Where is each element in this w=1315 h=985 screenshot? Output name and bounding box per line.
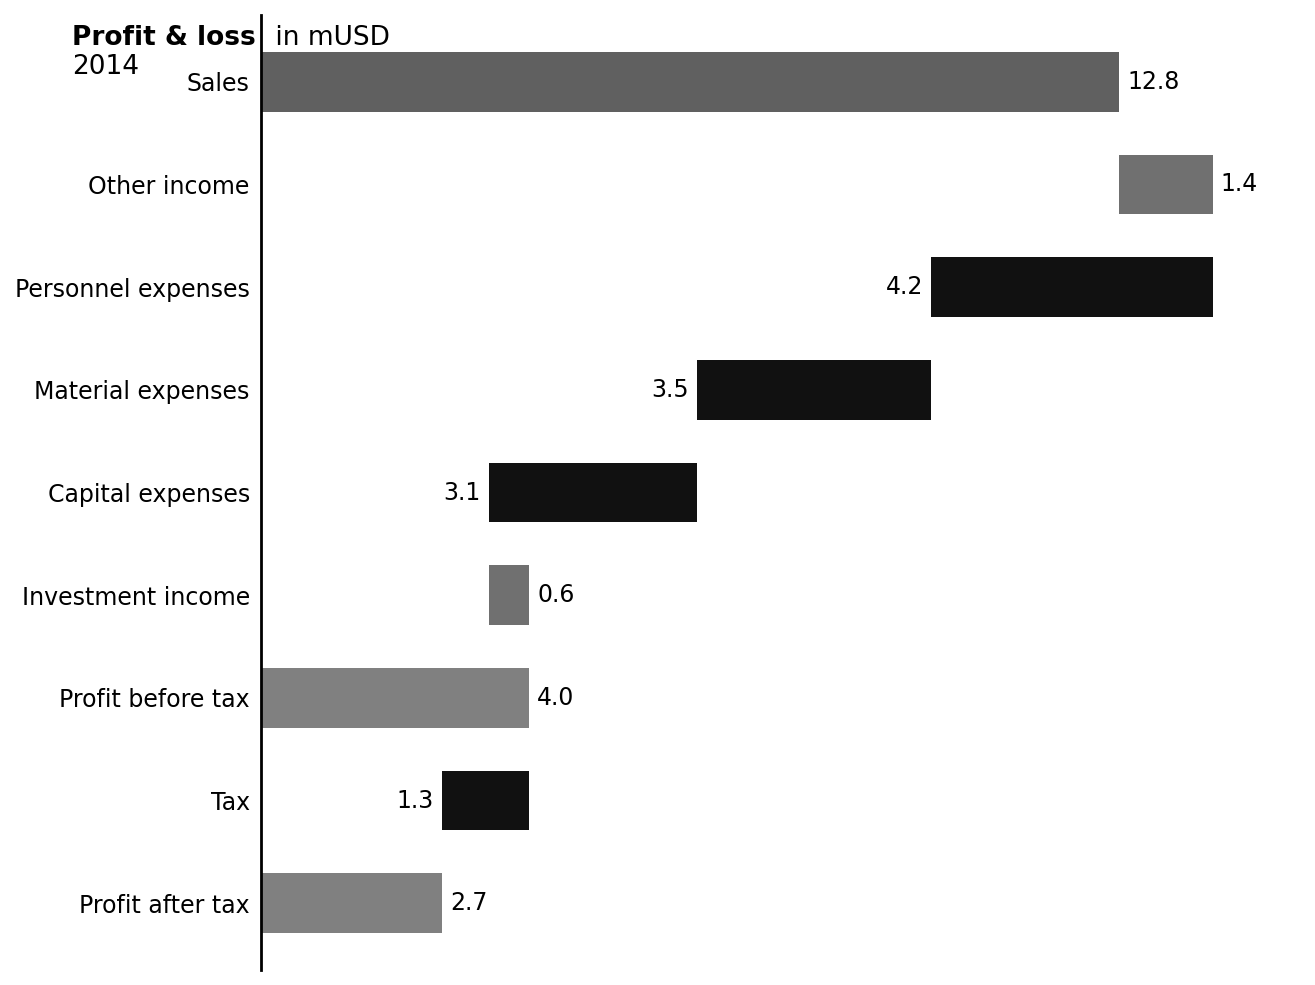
Text: 1.4: 1.4 [1220,172,1258,196]
Text: 2014: 2014 [72,54,139,80]
Text: 4.0: 4.0 [537,686,575,710]
Text: 0.6: 0.6 [537,583,575,607]
Text: Profit & loss: Profit & loss [72,25,256,50]
Bar [260,874,442,933]
Text: 12.8: 12.8 [1127,70,1180,94]
Bar [1119,155,1212,214]
Bar [260,668,529,728]
Bar [260,52,1119,111]
Text: 3.5: 3.5 [651,378,689,402]
Bar [489,463,697,522]
Text: 1.3: 1.3 [397,789,434,813]
Text: 4.2: 4.2 [886,275,923,299]
Bar [697,361,931,420]
Bar [442,771,529,830]
Bar [931,257,1212,317]
Text: 3.1: 3.1 [443,481,481,504]
Bar [489,565,529,624]
Text: 2.7: 2.7 [450,891,488,915]
Text: in mUSD: in mUSD [267,25,389,50]
